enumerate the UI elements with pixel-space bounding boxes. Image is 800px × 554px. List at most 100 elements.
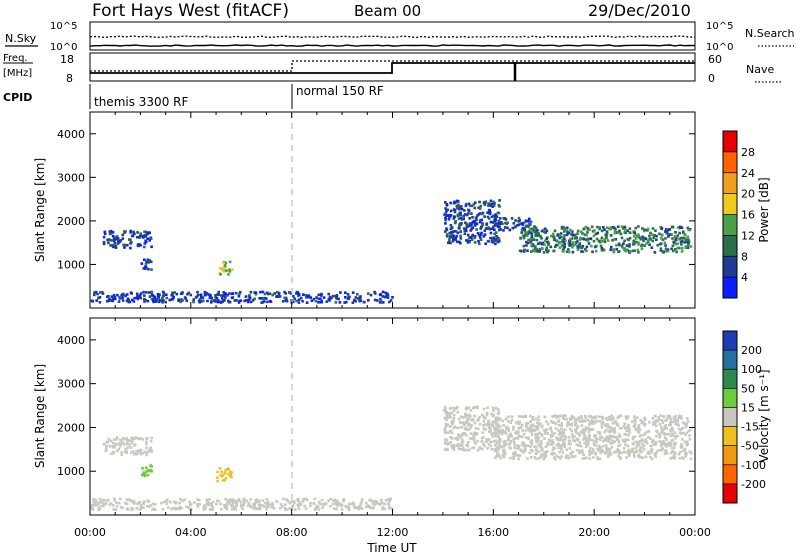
echo-cell — [472, 446, 476, 449]
echo-cell — [111, 231, 115, 234]
echo-cell — [121, 237, 125, 240]
cpid-band: CPID themis 3300 RF normal 150 RF — [3, 84, 384, 109]
echo-cell — [512, 455, 515, 458]
echo-cell — [683, 236, 686, 240]
echo-cell — [454, 238, 458, 242]
echo-cell — [133, 296, 136, 300]
echo-cell — [563, 428, 567, 431]
echo-cell — [457, 417, 461, 421]
echo-cell — [121, 437, 125, 440]
echo-cell — [537, 450, 541, 453]
echo-cell — [93, 291, 96, 294]
echo-cell — [462, 214, 465, 218]
echo-cell — [549, 435, 553, 439]
echo-cell — [667, 234, 670, 238]
echo-cell — [590, 225, 594, 229]
echo-cell — [677, 424, 680, 427]
echo-cell — [507, 429, 511, 432]
echo-cell — [317, 500, 321, 504]
echo-cell — [473, 414, 476, 418]
echo-cell — [523, 220, 527, 224]
echo-cell — [147, 448, 151, 452]
echo-cell — [351, 301, 355, 304]
echo-cell — [158, 293, 161, 297]
echo-cell — [481, 440, 484, 443]
echo-cell — [674, 418, 678, 422]
echo-cell — [560, 422, 564, 425]
echo-cell — [510, 415, 514, 418]
echo-cell — [589, 446, 592, 450]
echo-cell — [452, 217, 456, 220]
echo-cell — [107, 438, 111, 441]
echo-cell — [309, 501, 312, 505]
echo-cell — [689, 457, 693, 461]
echo-cell — [281, 505, 284, 508]
echo-cell — [598, 457, 602, 461]
echo-cell — [445, 204, 449, 207]
echo-cell — [351, 291, 355, 294]
colorbar-swatch — [723, 407, 737, 427]
echo-cell — [251, 299, 255, 302]
colorbar-swatch — [723, 388, 737, 408]
echo-cell — [516, 437, 520, 440]
echo-cell — [149, 448, 153, 452]
echo-cell — [591, 449, 595, 453]
echo-cell — [532, 230, 535, 233]
echo-cell — [540, 229, 544, 233]
echo-cell — [603, 430, 607, 434]
echo-cell — [139, 450, 142, 453]
echo-cell — [655, 238, 658, 241]
echo-cell — [197, 498, 201, 502]
colorbar-swatch — [723, 369, 737, 389]
echo-cell — [133, 452, 136, 456]
echo-cell — [499, 456, 502, 460]
echo-cell — [632, 436, 635, 439]
echo-cell — [447, 431, 450, 434]
echo-cell — [107, 238, 111, 241]
echo-cell — [651, 227, 655, 230]
echo-cell — [147, 261, 150, 264]
echo-cell — [460, 218, 464, 221]
echo-cell — [529, 445, 532, 448]
echo-cell — [473, 241, 477, 244]
echo-cell — [623, 247, 627, 250]
echo-cell — [465, 224, 469, 227]
echo-cell — [228, 292, 231, 295]
noise-panel-frame — [89, 21, 696, 51]
echo-cell — [561, 441, 565, 444]
echo-cell — [467, 239, 470, 242]
echo-cell — [457, 217, 461, 221]
echo-cell — [498, 226, 501, 229]
echo-cell — [156, 294, 160, 297]
echo-cell — [450, 444, 453, 447]
echo-cell — [461, 444, 464, 447]
echo-cell — [102, 240, 106, 244]
echo-cell — [566, 454, 570, 458]
echo-cell — [283, 290, 286, 294]
echo-cell — [573, 435, 576, 438]
echo-cell — [585, 234, 588, 237]
echo-cell — [563, 227, 566, 230]
echo-cell — [674, 248, 677, 251]
echo-cell — [151, 508, 154, 511]
echo-cell — [450, 226, 454, 229]
echo-cell — [534, 439, 538, 442]
echo-cell — [637, 427, 641, 430]
echo-cell — [634, 226, 638, 230]
echo-cell — [497, 237, 501, 241]
echo-cell — [319, 297, 322, 300]
echo-cell — [192, 298, 195, 301]
echo-cell — [551, 415, 554, 418]
echo-cell — [154, 298, 158, 301]
echo-cell — [471, 446, 474, 450]
echo-cell — [145, 233, 149, 236]
echo-cell — [149, 504, 153, 507]
echo-cell — [142, 267, 146, 270]
echo-cell — [327, 298, 331, 301]
echo-cell — [302, 293, 305, 296]
echo-cell — [463, 432, 467, 435]
echo-cell — [189, 293, 193, 297]
echo-cell — [473, 206, 477, 210]
echo-cell — [260, 297, 263, 300]
echo-cell — [669, 434, 673, 438]
